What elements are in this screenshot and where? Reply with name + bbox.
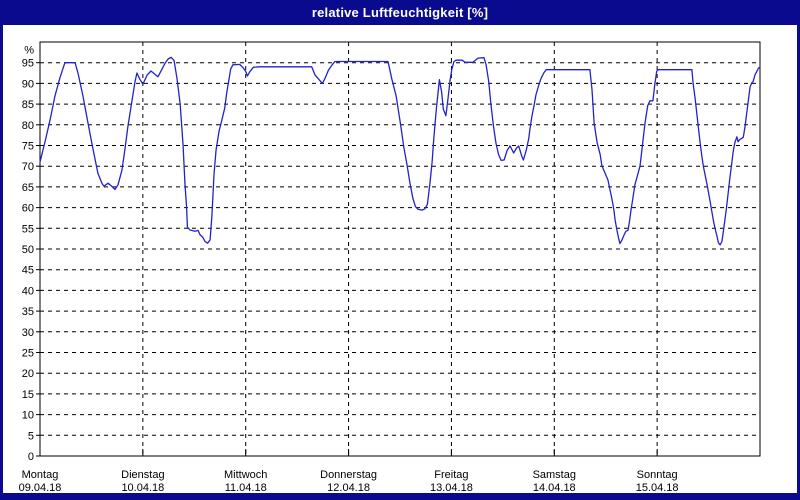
y-tick-label: 80 <box>22 120 34 132</box>
chart-area: 0 5 10 15 20 25 30 35 40 45 50 55 60 65 70 75 80 85 90 95% M… <box>3 25 797 493</box>
y-tick-label: 0 <box>28 451 34 463</box>
x-date-label: 11.04.18 <box>225 482 267 493</box>
y-tick-label: 60 <box>22 203 34 215</box>
x-day-label: Dienstag <box>121 469 164 481</box>
y-tick-label: 65 <box>22 182 34 194</box>
x-date-label: 10.04.18 <box>121 482 164 493</box>
y-tick-label: 50 <box>22 244 34 256</box>
humidity-line <box>39 56 761 246</box>
y-tick-label: 40 <box>22 285 34 297</box>
x-day-label: Samstag <box>533 469 576 481</box>
y-tick-label: 30 <box>22 327 34 339</box>
x-date-label: 14.04.18 <box>533 482 576 493</box>
y-tick-label: 75 <box>22 141 34 153</box>
humidity-chart-svg: 0 5 10 15 20 25 30 35 40 45 50 55 60 65 70 75 80 85 90 95% M… <box>19 41 761 493</box>
x-date-label: 13.04.18 <box>430 482 473 493</box>
y-tick-label: 15 <box>22 389 34 401</box>
x-date-label: 09.04.18 <box>19 482 62 493</box>
x-day-label: Mittwoch <box>224 469 267 481</box>
x-day-label: Freitag <box>434 469 468 481</box>
y-tick-label: 35 <box>22 306 34 318</box>
y-tick-label: 5 <box>28 430 34 442</box>
window-border-right <box>797 0 800 500</box>
y-tick-label: 25 <box>22 348 34 360</box>
y-tick-label: 45 <box>22 265 34 277</box>
x-date-label: 12.04.18 <box>327 482 370 493</box>
y-tick-label: 95 <box>22 58 34 70</box>
y-tick-label: 90 <box>22 78 34 90</box>
chart-title: relative Luftfeuchtigkeit [%] <box>311 5 489 20</box>
y-tick-label: 55 <box>22 223 34 235</box>
plot-frame <box>39 41 761 457</box>
title-bar: relative Luftfeuchtigkeit [%] <box>0 0 800 25</box>
x-day-label: Donnerstag <box>320 469 377 481</box>
x-day-label: Montag <box>22 469 59 481</box>
y-tick-label: 85 <box>22 99 34 111</box>
y-tick-label: 70 <box>22 161 34 173</box>
window-border-left <box>0 0 3 500</box>
bottom-bar <box>0 493 800 500</box>
percent-unit-label: % <box>24 45 34 57</box>
y-tick-label: 10 <box>22 410 34 422</box>
y-tick-label: 20 <box>22 368 34 380</box>
x-date-label: 15.04.18 <box>636 482 679 493</box>
x-day-label: Sonntag <box>637 469 678 481</box>
